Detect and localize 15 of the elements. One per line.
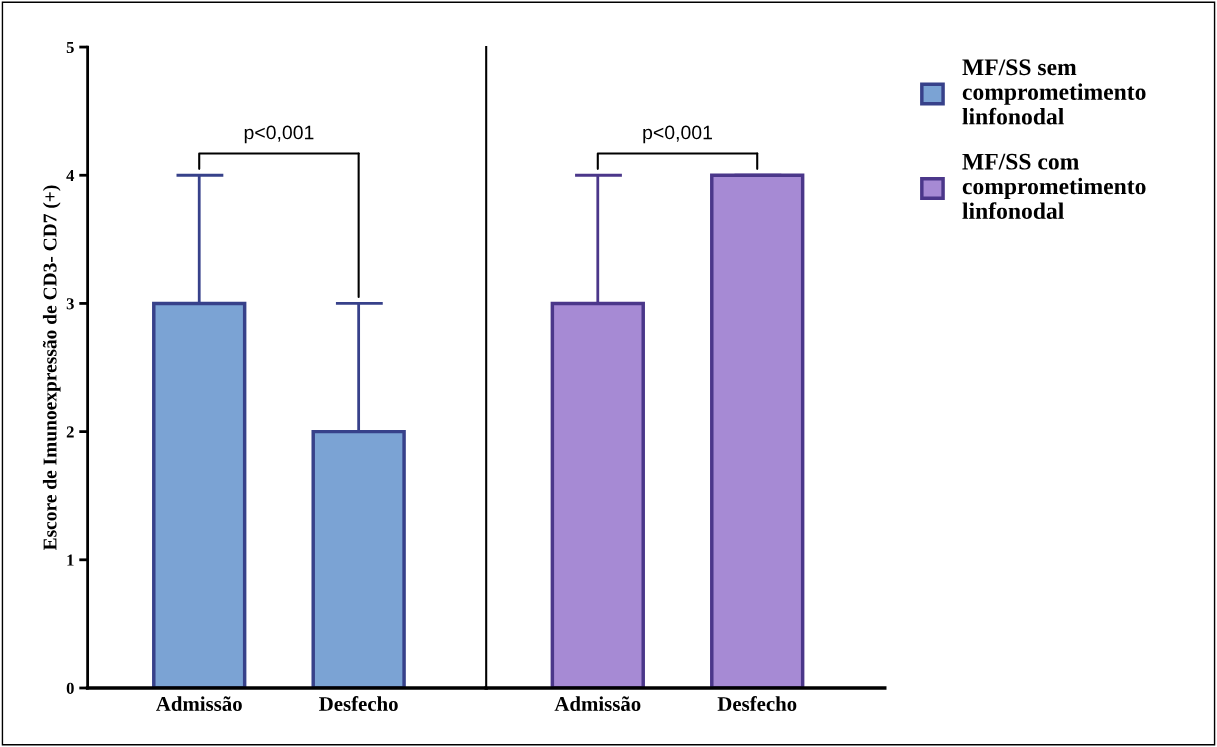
y-tick-label: 2: [66, 426, 74, 438]
x-tick-label: Desfecho: [319, 696, 398, 711]
y-tick-label: 1: [67, 554, 74, 566]
y-tick-label: 4: [66, 170, 75, 182]
x-tick-label: Admissão: [156, 696, 242, 711]
x-tick-label: Admissão: [554, 696, 641, 711]
x-tick-label: Desfecho: [717, 696, 797, 711]
y-tick-label: 5: [66, 41, 74, 54]
annotation: p<0,001: [643, 125, 712, 144]
legend-label: MF/SS sem comprometimento linfonodal: [962, 59, 1146, 125]
legend-label: MF/SS com comprometimento linfonodal: [962, 153, 1146, 219]
y-tick-label: 3: [66, 298, 74, 310]
annotation: p<0,001: [244, 125, 314, 144]
y-tick-label: 0: [66, 682, 74, 694]
y-axis-title: Escore de Imunoexpressão de CD3- CD7 (+): [42, 185, 61, 551]
